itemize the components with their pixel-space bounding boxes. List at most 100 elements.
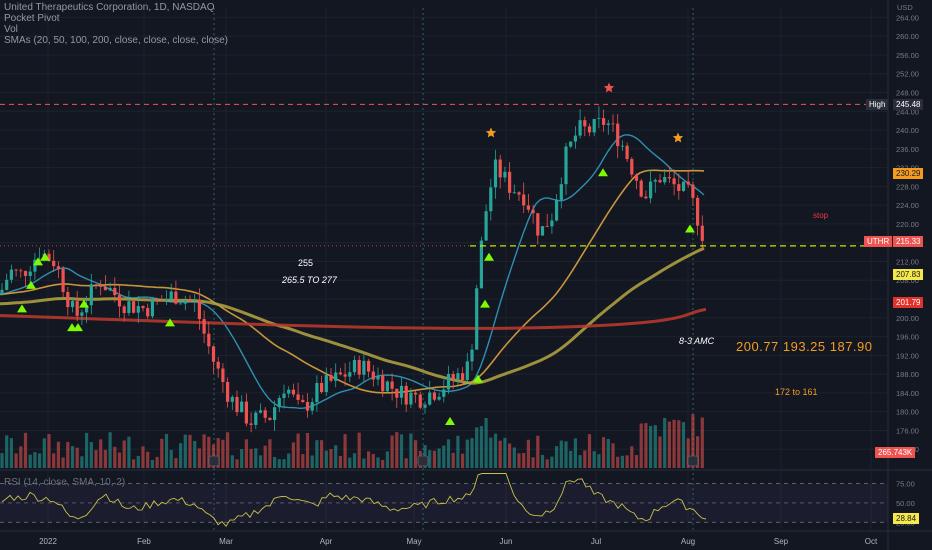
volume-tag: 265.743K <box>875 447 916 458</box>
candle-body <box>258 410 263 413</box>
volume-bar <box>230 455 234 468</box>
volume-bar <box>169 449 173 468</box>
volume-bar <box>348 457 352 468</box>
volume-bar <box>432 450 436 468</box>
earnings-icon <box>417 455 429 467</box>
candle <box>371 365 375 387</box>
candle-body <box>484 211 488 241</box>
candle-body <box>522 194 526 206</box>
pocket-pivot-triangle <box>685 224 695 233</box>
annotation-targets: 200.77 193.25 187.90 <box>736 339 873 354</box>
candle <box>169 283 173 303</box>
candle-body <box>639 180 643 197</box>
volume-bar <box>508 443 512 468</box>
candle <box>235 390 239 416</box>
volume-bar <box>23 432 28 468</box>
indicator-rsi[interactable]: RSI (14, close, SMA, 10, 2) <box>4 477 126 488</box>
currency-label: USD <box>897 3 913 12</box>
candle <box>258 403 263 414</box>
volume-bar <box>334 445 338 468</box>
candle-body <box>301 399 305 402</box>
indicator-volume[interactable]: Vol <box>4 24 18 35</box>
candle-body <box>437 396 441 400</box>
candle-body <box>249 423 253 425</box>
volume-bar <box>564 441 568 468</box>
candle <box>700 215 704 251</box>
volume-bar <box>409 433 413 468</box>
candle <box>446 365 451 394</box>
candle <box>202 310 206 344</box>
candle-body <box>470 349 474 362</box>
candle-body <box>475 288 479 350</box>
candle <box>658 174 662 184</box>
candle <box>456 367 460 386</box>
candle <box>207 321 211 355</box>
volume-bar <box>658 436 662 468</box>
candle <box>465 352 469 383</box>
candle-body <box>517 192 521 195</box>
candle <box>602 109 606 132</box>
candle <box>197 288 201 330</box>
candle <box>174 280 178 305</box>
candle <box>357 355 361 379</box>
volume-bar <box>653 425 657 468</box>
candle <box>634 173 639 190</box>
time-axis[interactable]: 2022 Feb Mar Apr May Jun Jul Aug Sep Oct <box>39 537 878 546</box>
volume-bar <box>376 457 380 468</box>
indicator-pocket-pivot[interactable]: Pocket Pivot <box>4 13 60 24</box>
x-tick-label: Aug <box>681 537 695 546</box>
volume-bar <box>587 434 592 468</box>
candle <box>686 169 690 188</box>
candle <box>160 295 164 302</box>
candle <box>352 355 357 376</box>
candle-body <box>686 181 690 185</box>
candle-body <box>446 373 451 390</box>
candle-body <box>207 333 211 347</box>
candle-body <box>287 389 291 394</box>
candle <box>681 181 686 193</box>
candle <box>540 226 545 236</box>
annotation-255: 255 <box>298 258 314 268</box>
pocket-pivot-triangle <box>480 299 490 308</box>
volume-bar <box>287 453 291 468</box>
volume-bar <box>216 438 220 468</box>
y-tick-label: 264.00 <box>896 13 919 22</box>
candle-body <box>423 404 427 408</box>
candle <box>493 149 498 199</box>
candle-body <box>376 375 380 380</box>
volume-bar <box>296 433 300 468</box>
candle <box>310 397 314 415</box>
x-tick-label: Apr <box>320 537 333 546</box>
candle <box>414 390 418 403</box>
volume-bar <box>254 448 258 468</box>
candle <box>127 290 131 316</box>
price-axis[interactable]: 172.00176.00180.00184.00188.00192.00196.… <box>896 3 919 527</box>
chart-legend: United Therapeutics Corporation, 1D, NAS… <box>4 2 228 46</box>
volume-bar <box>573 438 577 468</box>
volume-bar <box>399 434 404 468</box>
chart-title[interactable]: United Therapeutics Corporation, 1D, NAS… <box>4 2 215 13</box>
candle <box>578 109 582 139</box>
volume-bar <box>503 437 507 468</box>
candle <box>183 295 187 311</box>
volume-bar <box>526 439 530 468</box>
candle <box>616 113 620 159</box>
rsi-pane <box>0 473 888 527</box>
candle <box>348 361 352 383</box>
volume-bar <box>188 434 192 468</box>
volume-bar <box>103 449 107 468</box>
candle <box>479 236 483 289</box>
candle-body <box>334 372 338 381</box>
indicator-smas[interactable]: SMAs (20, 50, 100, 200, close, close, cl… <box>4 35 228 46</box>
volume-bar <box>136 455 140 468</box>
candle-body <box>367 360 371 372</box>
candle-body <box>5 279 9 290</box>
candle <box>103 275 107 291</box>
candle-body <box>127 301 131 314</box>
volume-bar <box>592 451 596 468</box>
candle-body <box>399 385 404 398</box>
candle-body <box>555 199 559 221</box>
high-price-tag: 245.48 <box>893 99 924 110</box>
candle <box>508 162 512 200</box>
